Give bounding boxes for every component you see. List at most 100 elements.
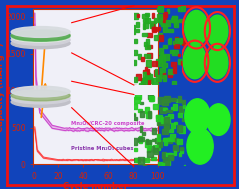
- Bar: [157, 120, 163, 125]
- X-axis label: Cycle number: Cycle number: [63, 182, 128, 189]
- Bar: [168, 129, 173, 132]
- Bar: [145, 107, 149, 113]
- Bar: [182, 38, 187, 41]
- Bar: [154, 35, 158, 40]
- Bar: [172, 167, 174, 170]
- Bar: [172, 16, 177, 19]
- Bar: [168, 69, 173, 74]
- Bar: [160, 68, 165, 72]
- Bar: [152, 13, 154, 18]
- Bar: [164, 126, 168, 130]
- Bar: [134, 77, 137, 82]
- Bar: [142, 14, 148, 18]
- Bar: [175, 37, 178, 44]
- Bar: [160, 72, 163, 78]
- Bar: [162, 117, 168, 123]
- Bar: [143, 72, 148, 79]
- Bar: [143, 70, 148, 73]
- Bar: [168, 155, 173, 160]
- Bar: [182, 100, 187, 104]
- Bar: [143, 158, 149, 162]
- Text: Pristine Mn₂O₃ cubes: Pristine Mn₂O₃ cubes: [71, 146, 133, 151]
- Bar: [163, 12, 167, 17]
- Bar: [163, 108, 167, 110]
- Ellipse shape: [11, 86, 70, 97]
- Bar: [178, 95, 181, 101]
- Bar: [166, 20, 170, 26]
- Bar: [145, 67, 147, 70]
- Bar: [152, 78, 157, 82]
- Bar: [144, 22, 148, 28]
- Bar: [136, 22, 139, 27]
- Bar: [150, 79, 153, 83]
- Bar: [167, 9, 169, 13]
- Bar: [157, 145, 160, 150]
- Bar: [183, 105, 186, 108]
- Bar: [138, 137, 144, 141]
- Bar: [154, 70, 158, 76]
- Bar: [158, 27, 160, 30]
- Bar: [179, 106, 183, 113]
- Circle shape: [207, 15, 228, 47]
- Bar: [147, 53, 152, 57]
- Bar: [148, 79, 150, 84]
- Bar: [155, 138, 159, 143]
- Bar: [147, 45, 152, 48]
- Bar: [146, 112, 151, 118]
- Bar: [147, 33, 152, 37]
- Bar: [163, 158, 169, 165]
- Bar: [144, 54, 150, 58]
- Bar: [159, 140, 162, 147]
- Text: Mn₂O₃/CRC-20 composite: Mn₂O₃/CRC-20 composite: [71, 121, 144, 126]
- Bar: [164, 161, 170, 165]
- Bar: [133, 138, 137, 145]
- Bar: [152, 128, 156, 134]
- Bar: [159, 56, 162, 62]
- Bar: [157, 19, 159, 22]
- Bar: [156, 59, 158, 66]
- Bar: [169, 38, 171, 43]
- Bar: [159, 48, 163, 54]
- Ellipse shape: [11, 27, 70, 37]
- Bar: [161, 52, 163, 58]
- Circle shape: [187, 128, 213, 164]
- Bar: [170, 134, 175, 141]
- Bar: [162, 99, 168, 105]
- Circle shape: [185, 10, 208, 45]
- Bar: [137, 15, 139, 17]
- Bar: [138, 54, 141, 59]
- Ellipse shape: [11, 32, 70, 42]
- Circle shape: [207, 104, 230, 136]
- Bar: [175, 138, 178, 142]
- Bar: [162, 118, 167, 122]
- Bar: [178, 7, 182, 11]
- Bar: [172, 15, 177, 22]
- Bar: [183, 41, 185, 45]
- Bar: [146, 39, 149, 44]
- Circle shape: [183, 44, 206, 79]
- Bar: [179, 126, 185, 133]
- Bar: [166, 110, 172, 112]
- Bar: [140, 126, 142, 132]
- Bar: [148, 96, 154, 101]
- Bar: [135, 158, 140, 162]
- Bar: [163, 72, 165, 77]
- Bar: [163, 54, 168, 60]
- Bar: [144, 77, 147, 82]
- Bar: [164, 95, 170, 102]
- Bar: [171, 98, 176, 101]
- Bar: [158, 98, 163, 104]
- Bar: [141, 77, 144, 82]
- Ellipse shape: [11, 90, 70, 101]
- Bar: [139, 83, 145, 89]
- Bar: [174, 151, 176, 155]
- Bar: [160, 107, 166, 113]
- Bar: [164, 117, 169, 123]
- Bar: [163, 63, 167, 67]
- Bar: [147, 140, 152, 144]
- Bar: [172, 81, 176, 87]
- Bar: [149, 74, 152, 81]
- Bar: [183, 56, 188, 60]
- Ellipse shape: [11, 90, 70, 101]
- Bar: [164, 123, 169, 129]
